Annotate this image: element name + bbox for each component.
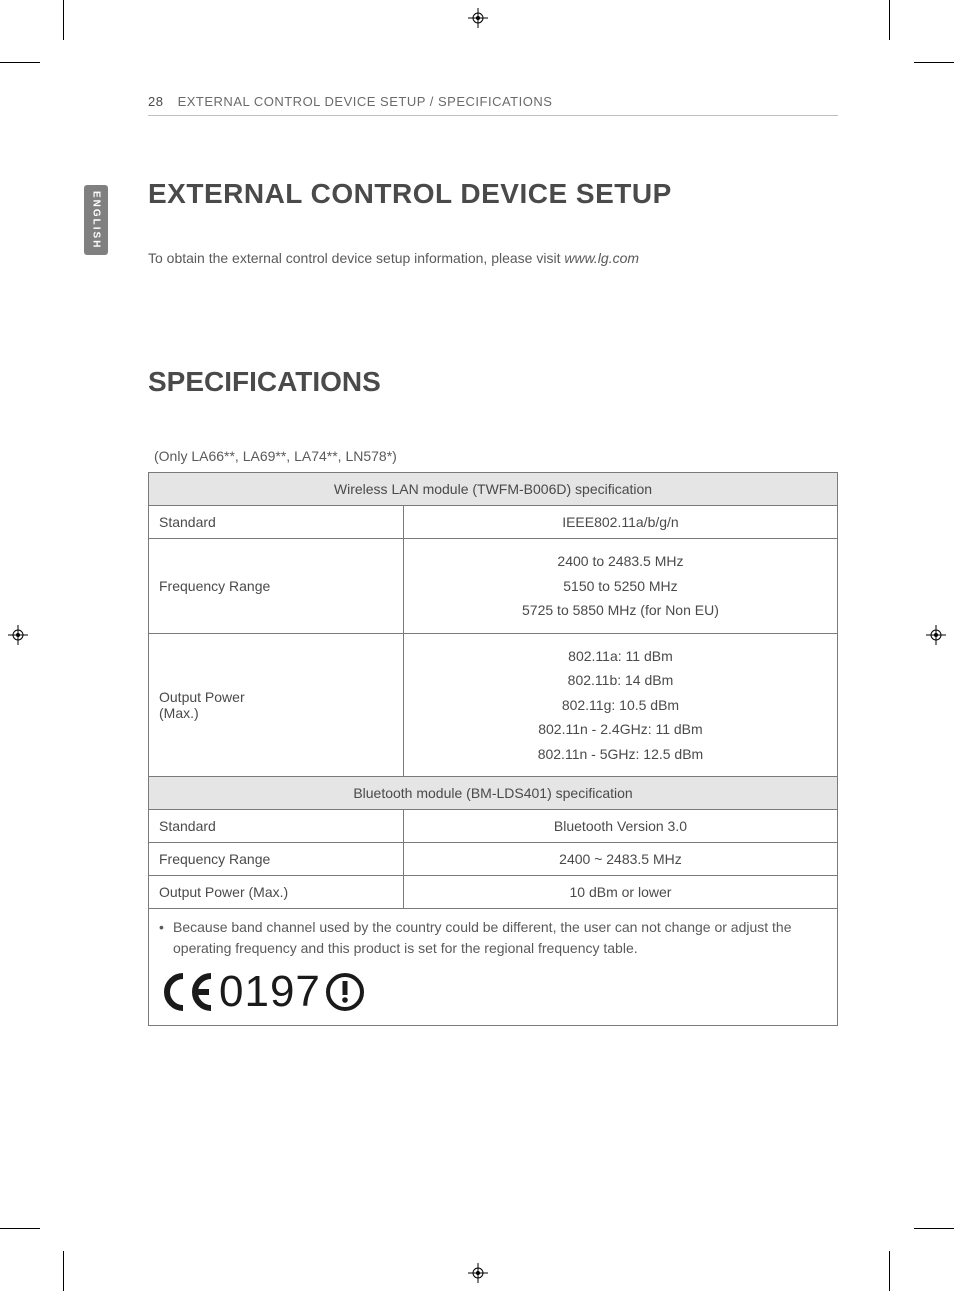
table-footnote-row: Because band channel used by the country… [149,909,838,1026]
section-title-2: SPECIFICATIONS [148,366,838,398]
spec-value: 2400 ~ 2483.5 MHz [403,843,837,876]
running-header: 28 EXTERNAL CONTROL DEVICE SETUP / SPECI… [148,94,838,116]
registration-mark-icon [468,8,488,28]
crop-mark [914,62,954,63]
table-row: Standard IEEE802.11a/b/g/n [149,506,838,539]
models-note: (Only LA66**, LA69**, LA74**, LN578*) [154,448,838,464]
language-tab: ENGLISH [84,185,108,255]
section-title-1: EXTERNAL CONTROL DEVICE SETUP [148,178,838,210]
spec-table: Wireless LAN module (TWFM-B006D) specifi… [148,472,838,1026]
spec-value: IEEE802.11a/b/g/n [403,506,837,539]
intro-text: To obtain the external control device se… [148,250,838,266]
bt-header: Bluetooth module (BM-LDS401) specificati… [149,777,838,810]
table-row: Frequency Range 2400 ~ 2483.5 MHz [149,843,838,876]
registration-mark-icon [468,1263,488,1283]
crop-mark [0,1228,40,1229]
spec-label: Output Power (Max.) [149,876,404,909]
spec-label: Frequency Range [149,843,404,876]
table-row: Standard Bluetooth Version 3.0 [149,810,838,843]
table-row: Output Power(Max.) 802.11a: 11 dBm802.11… [149,633,838,777]
registration-mark-icon [926,625,946,645]
registration-mark-icon [8,625,28,645]
spec-value: 2400 to 2483.5 MHz5150 to 5250 MHz5725 t… [403,539,837,634]
ce-icon [159,970,215,1014]
ce-marking: 0197 [159,959,827,1017]
header-title: EXTERNAL CONTROL DEVICE SETUP / SPECIFIC… [178,94,553,109]
spec-label: Frequency Range [149,539,404,634]
crop-mark [889,0,890,40]
crop-mark [63,0,64,40]
table-row: Frequency Range 2400 to 2483.5 MHz5150 t… [149,539,838,634]
crop-mark [63,1251,64,1291]
ce-number: 0197 [219,967,321,1017]
spec-label: Standard [149,506,404,539]
crop-mark [914,1228,954,1229]
spec-value: 802.11a: 11 dBm802.11b: 14 dBm802.11g: 1… [403,633,837,777]
spec-label: Output Power(Max.) [149,633,404,777]
table-row: Output Power (Max.) 10 dBm or lower [149,876,838,909]
crop-mark [0,62,40,63]
exclamation-circle-icon [325,972,365,1012]
crop-mark [889,1251,890,1291]
intro-text-a: To obtain the external control device se… [148,250,564,266]
spec-value: Bluetooth Version 3.0 [403,810,837,843]
page-content: 28 EXTERNAL CONTROL DEVICE SETUP / SPECI… [148,94,838,1026]
wlan-header: Wireless LAN module (TWFM-B006D) specifi… [149,473,838,506]
page-number: 28 [148,94,163,109]
spec-value: 10 dBm or lower [403,876,837,909]
spec-label: Standard [149,810,404,843]
intro-url: www.lg.com [564,250,639,266]
footnote-text: Because band channel used by the country… [173,917,827,959]
